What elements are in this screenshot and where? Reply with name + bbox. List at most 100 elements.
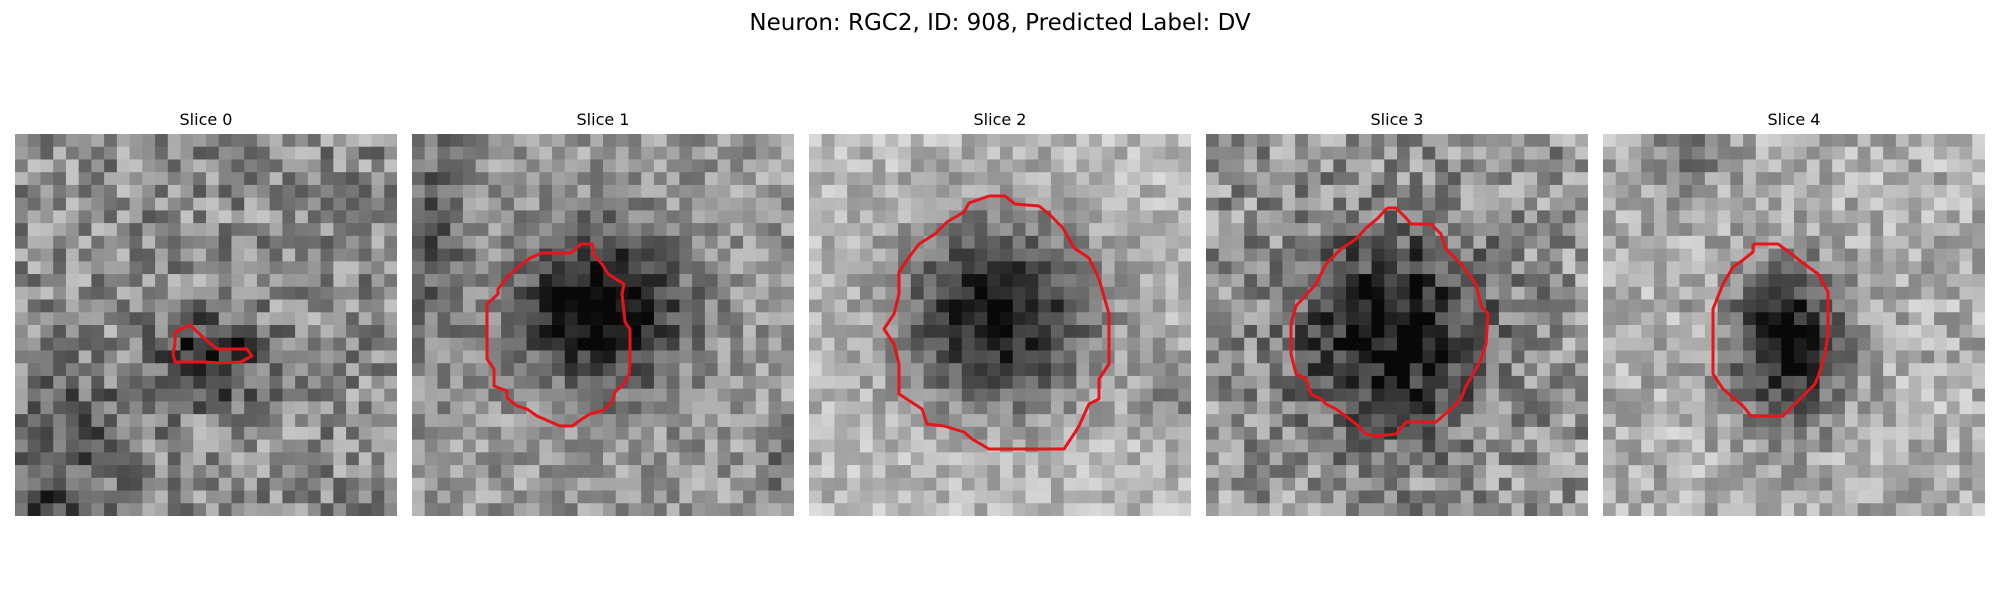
pixel	[653, 223, 668, 237]
pixel	[104, 452, 118, 466]
pixel	[821, 363, 836, 377]
pixel	[1076, 375, 1090, 390]
pixel	[1679, 159, 1693, 173]
pixel	[320, 388, 334, 402]
pixel	[1870, 286, 1884, 301]
pixel	[1384, 414, 1398, 428]
pixel	[1781, 363, 1795, 377]
pixel	[885, 503, 899, 516]
pixel	[1972, 134, 1985, 148]
pixel	[872, 375, 886, 390]
pixel	[1692, 439, 1706, 453]
pixel	[847, 325, 861, 339]
pixel	[1358, 248, 1373, 262]
pixel	[1934, 350, 1948, 364]
pixel	[1562, 134, 1576, 148]
pixel	[1730, 312, 1744, 326]
pixel	[564, 477, 579, 492]
pixel	[1883, 388, 1897, 402]
pixel	[564, 299, 579, 313]
pixel	[1921, 312, 1935, 326]
pixel	[1921, 363, 1935, 377]
pixel	[1794, 337, 1808, 352]
pixel	[821, 299, 836, 313]
pixel	[577, 337, 591, 352]
pixel	[307, 363, 322, 377]
pixel	[1498, 426, 1513, 441]
pixel	[1333, 134, 1347, 148]
pixel	[1615, 350, 1630, 364]
pixel	[129, 401, 143, 415]
pixel	[1307, 401, 1322, 415]
pixel	[1972, 197, 1985, 211]
pixel	[1666, 375, 1680, 390]
pixel	[1244, 414, 1258, 428]
pixel	[1537, 274, 1551, 288]
pixel	[885, 159, 899, 173]
pixel	[1089, 452, 1103, 466]
pixel	[1628, 375, 1642, 390]
pixel	[155, 172, 169, 186]
pixel	[641, 388, 655, 402]
pixel	[679, 248, 693, 262]
pixel	[603, 184, 617, 199]
pixel	[653, 375, 668, 390]
pixel	[1333, 210, 1347, 224]
pixel	[1178, 363, 1191, 377]
pixel	[53, 388, 67, 402]
pixel	[1358, 350, 1373, 364]
pixel	[155, 350, 169, 364]
pixel	[1498, 503, 1513, 516]
pixel	[730, 350, 744, 364]
pixel	[129, 388, 143, 402]
pixel	[1050, 286, 1065, 301]
pixel	[142, 223, 156, 237]
pixel	[1473, 388, 1487, 402]
pixel	[1537, 197, 1551, 211]
pixel	[1946, 350, 1961, 364]
pixel	[1832, 375, 1846, 390]
pixel	[1895, 465, 1910, 479]
pixel	[358, 197, 373, 211]
pixel	[282, 223, 296, 237]
pixel	[1498, 235, 1513, 250]
pixel	[1076, 477, 1090, 492]
pixel	[1857, 452, 1871, 466]
pixel	[1934, 261, 1948, 275]
pixel	[1012, 401, 1027, 415]
pixel	[333, 388, 347, 402]
pixel	[1717, 452, 1731, 466]
pixel	[295, 490, 309, 504]
pixel	[1844, 134, 1859, 148]
pixel	[1307, 465, 1322, 479]
pixel	[653, 465, 668, 479]
pixel	[1921, 490, 1935, 504]
pixel	[346, 286, 360, 301]
pixel	[1895, 274, 1910, 288]
pixel	[513, 375, 528, 390]
pixel	[1152, 465, 1167, 479]
pixel	[1218, 452, 1233, 466]
pixel	[1549, 363, 1564, 377]
pixel	[1857, 477, 1871, 492]
pixel	[961, 414, 976, 428]
pixel	[371, 159, 385, 173]
pixel	[1397, 337, 1411, 352]
pixel	[320, 350, 334, 364]
pixel	[1371, 452, 1385, 466]
pixel	[1537, 325, 1551, 339]
pixel	[193, 261, 207, 275]
pixel	[1755, 197, 1770, 211]
pixel	[872, 452, 886, 466]
pixel	[821, 490, 836, 504]
pixel	[1679, 490, 1693, 504]
pixel	[1282, 337, 1296, 352]
pixel	[142, 363, 156, 377]
pixel	[1562, 299, 1576, 313]
pixel	[628, 248, 642, 262]
pixel	[424, 414, 439, 428]
pixel	[1244, 452, 1258, 466]
pixel	[1870, 363, 1884, 377]
pixel	[1422, 312, 1436, 326]
pixel	[27, 134, 42, 148]
